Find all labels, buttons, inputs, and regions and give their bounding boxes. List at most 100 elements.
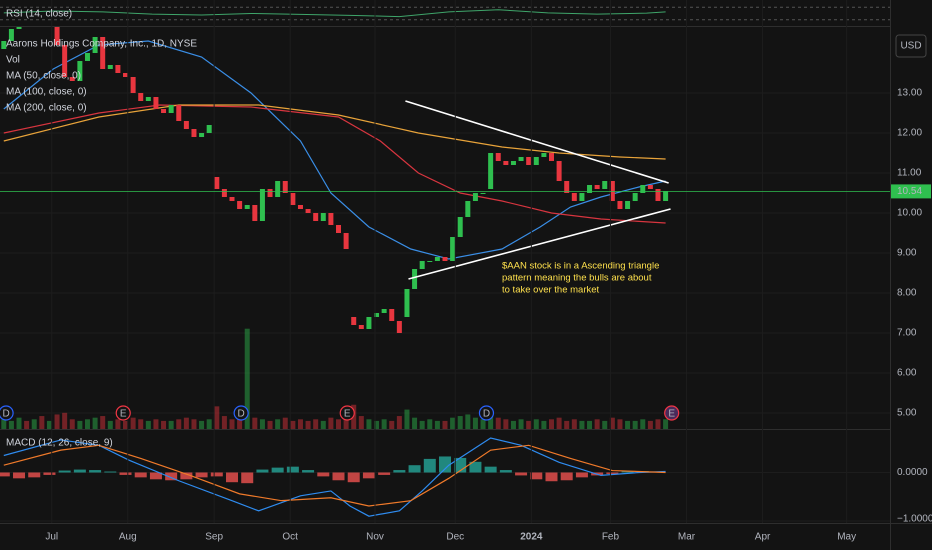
x-tick-label: Oct xyxy=(282,532,298,543)
y-tick-label: 10.00 xyxy=(897,208,922,219)
macd-histogram-bar xyxy=(241,472,254,484)
volume-bar xyxy=(472,417,478,429)
volume-bar xyxy=(533,419,539,429)
macd-histogram-bar xyxy=(286,466,299,473)
macd-histogram-bar xyxy=(362,472,375,479)
volume-bar xyxy=(138,419,144,429)
candle xyxy=(183,121,189,129)
volume-bar xyxy=(336,419,342,429)
macd-line xyxy=(3,437,666,517)
candle xyxy=(100,37,106,69)
candle xyxy=(541,153,547,157)
volume-bar xyxy=(625,420,631,429)
y-tick-label: 9.00 xyxy=(897,248,917,259)
candle xyxy=(145,97,151,101)
candle xyxy=(328,213,334,225)
volume-bar xyxy=(191,419,197,429)
macd-histogram-bar xyxy=(317,472,330,477)
candle xyxy=(229,197,235,201)
volume-bar xyxy=(16,417,22,429)
macd-histogram-bar xyxy=(43,472,56,475)
candle xyxy=(297,205,303,209)
candle xyxy=(221,189,227,197)
volume-bar xyxy=(176,419,182,429)
rsi-panel xyxy=(0,6,890,21)
candle xyxy=(374,313,380,317)
x-tick-label: May xyxy=(837,532,856,543)
volume-bar xyxy=(510,420,516,429)
macd-histogram-bar xyxy=(210,472,223,477)
volume-bar xyxy=(374,420,380,429)
volume-bar xyxy=(107,420,113,429)
volume-bar xyxy=(412,417,418,429)
currency-button[interactable] xyxy=(895,34,927,58)
legend-ma50: MA (50, close, 0) xyxy=(6,71,81,82)
macd-histogram-bar xyxy=(195,472,208,478)
y-tick-label: 13.00 xyxy=(897,88,922,99)
volume-bar xyxy=(404,409,410,429)
volume-bar xyxy=(495,417,501,429)
volume-bar xyxy=(267,420,273,429)
event-label: E xyxy=(668,409,675,420)
candle xyxy=(548,153,554,161)
macd-histogram-bar xyxy=(226,472,239,483)
y-tick-label: 8.00 xyxy=(897,288,917,299)
volume-bar xyxy=(305,420,311,429)
volume-bar xyxy=(297,419,303,429)
macd-histogram-bar xyxy=(165,472,178,481)
candle xyxy=(1,41,7,49)
volume-bar xyxy=(602,420,608,429)
volume-bar xyxy=(526,420,532,429)
candle xyxy=(510,161,516,165)
candle xyxy=(412,269,418,289)
candle xyxy=(290,193,296,205)
candle xyxy=(168,105,174,113)
x-tick-label: Sep xyxy=(205,532,223,543)
volume-bar xyxy=(290,420,296,429)
volume-bar xyxy=(594,419,600,429)
macd-histogram-bar xyxy=(149,472,162,480)
x-tick-label: 2024 xyxy=(520,532,543,543)
volume-bar xyxy=(153,419,159,429)
volume-bar xyxy=(518,419,524,429)
x-tick-label: Nov xyxy=(366,532,384,543)
volume-bar xyxy=(663,419,669,429)
macd-histogram-bar xyxy=(89,470,102,473)
macd-legend: MACD (12, 26, close, 9) xyxy=(6,438,113,449)
volume-bar xyxy=(145,420,151,429)
event-marker xyxy=(115,405,131,421)
volume-bar xyxy=(396,416,402,429)
volume-bar xyxy=(183,417,189,429)
event-marker xyxy=(339,405,355,421)
candle xyxy=(161,109,167,113)
candle xyxy=(320,213,326,221)
volume-bar xyxy=(100,416,106,429)
macd-histogram-bar xyxy=(73,469,86,473)
volume-bar xyxy=(39,416,45,429)
volume-bar xyxy=(587,420,593,429)
macd-histogram-bar xyxy=(378,472,391,475)
volume-bar xyxy=(123,420,129,429)
candle xyxy=(389,309,395,321)
x-tick-label: Jul xyxy=(45,532,58,543)
annotation: pattern meaning the bulls are about xyxy=(502,273,652,284)
volume-bar xyxy=(343,416,349,429)
macd-histogram-bar xyxy=(575,472,588,478)
volume-bar xyxy=(221,416,227,429)
candle xyxy=(206,125,212,133)
candle xyxy=(313,213,319,221)
currency-label[interactable]: USD xyxy=(900,41,921,52)
candle xyxy=(358,325,364,329)
volume-bar xyxy=(442,420,448,429)
volume-bar xyxy=(1,419,7,429)
candle xyxy=(571,193,577,201)
volume-bar xyxy=(358,416,364,429)
volume-bar xyxy=(381,419,387,429)
volume-bar xyxy=(229,419,235,429)
volume-bar xyxy=(282,417,288,429)
event-label: D xyxy=(483,409,490,420)
candle xyxy=(54,27,60,45)
candle xyxy=(533,157,539,165)
volume-bar xyxy=(62,412,68,429)
